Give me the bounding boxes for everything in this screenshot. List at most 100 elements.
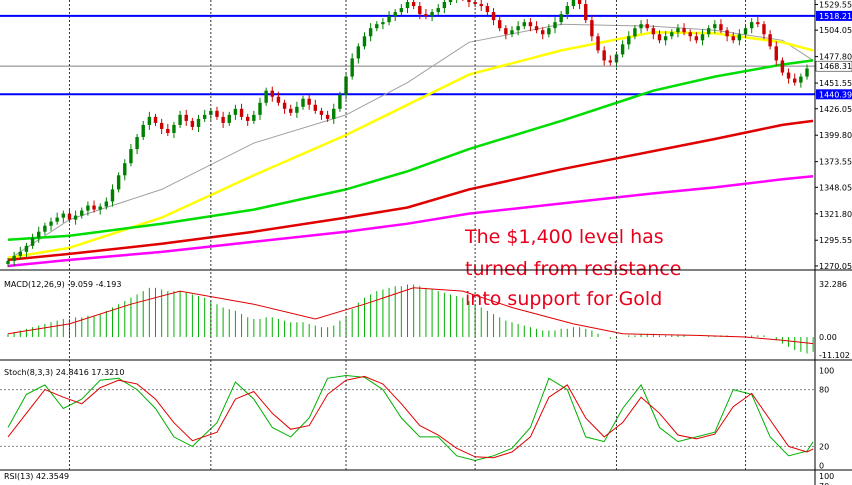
candle-body — [639, 24, 643, 29]
candle-body — [448, 0, 453, 3]
candle-body — [37, 231, 41, 238]
candle-body — [338, 94, 342, 109]
stochastic-signal-line — [7, 375, 814, 459]
candle-body — [80, 210, 84, 216]
level-tag — [816, 89, 852, 100]
candle-body — [756, 22, 760, 25]
candle-body — [356, 46, 361, 59]
candle-body — [510, 30, 514, 35]
candle-body — [30, 237, 35, 246]
price-tick-label: 1399.80 — [819, 131, 852, 140]
candle-body — [553, 22, 557, 29]
candle-body — [12, 255, 16, 261]
annotation-text: The $1,400 level has turned from resista… — [464, 226, 682, 310]
moving-average-line — [7, 23, 814, 261]
candle-body — [430, 12, 434, 17]
moving-average-line — [7, 175, 814, 268]
candle-body — [436, 8, 440, 13]
candle-body — [239, 108, 244, 117]
candle-body — [682, 28, 686, 33]
candle-body — [725, 30, 729, 37]
candle-body — [258, 102, 262, 115]
level-tag — [816, 10, 852, 21]
candle-body — [147, 116, 152, 125]
candle-body — [479, 4, 483, 7]
macd-signal-line — [7, 287, 814, 345]
stochastic-label: Stoch(8,3,3) 24.8416 17.3210 — [4, 368, 124, 377]
candle-body — [620, 44, 625, 55]
candle-body — [6, 260, 10, 264]
price-tick-label: 1270.05 — [819, 262, 852, 271]
rsi-label: RSI(13) 42.3549 — [4, 472, 69, 481]
candle-body — [411, 2, 416, 7]
candle-body — [786, 72, 791, 79]
candle-body — [387, 16, 391, 23]
candle-body — [332, 108, 336, 119]
rsi-tick-label: 70 — [819, 482, 829, 485]
candle-body — [202, 114, 207, 119]
level-tag-label: 1518.21 — [819, 12, 852, 21]
candle-body — [276, 96, 281, 103]
rsi-tick-label: 100 — [819, 472, 834, 481]
candle-body — [245, 116, 250, 121]
price-tick-label: 1529.55 — [819, 0, 852, 9]
candle-body — [123, 163, 127, 176]
candle-body — [98, 206, 102, 210]
candle-body — [49, 221, 53, 226]
annotation-line-1: The $1,400 level has — [464, 226, 664, 248]
candle-body — [774, 46, 778, 61]
candle-body — [381, 22, 385, 25]
candle-body — [215, 110, 219, 117]
price-tick-label: 1426.05 — [819, 105, 852, 114]
candle-body — [362, 36, 367, 47]
candle-body — [768, 34, 772, 47]
candle-body — [547, 28, 551, 35]
candle-body — [516, 26, 520, 31]
candle-body — [221, 116, 225, 123]
candle-body — [375, 24, 379, 29]
candle-body — [178, 114, 182, 125]
stochastic-tick-label: 100 — [819, 367, 834, 376]
candle-body — [645, 24, 649, 29]
candle-body — [418, 6, 422, 15]
stochastic-tick-label: 20 — [819, 442, 829, 451]
candle-body — [584, 4, 588, 21]
candle-body — [657, 34, 662, 41]
candle-body — [596, 36, 600, 51]
candle-body — [627, 36, 631, 45]
macd-tick-label: -11.102 — [819, 351, 850, 360]
candle-body — [295, 106, 299, 113]
price-tick-label: 1348.05 — [819, 183, 852, 192]
candle-body — [141, 124, 145, 138]
candle-body — [166, 128, 170, 133]
candle-body — [86, 205, 90, 211]
candle-body — [368, 28, 373, 37]
stochastic-main-line — [7, 374, 814, 462]
macd-label: MACD(12,26,9) -9.059 -4.193 — [4, 280, 121, 289]
candle-body — [270, 90, 274, 97]
candle-body — [135, 137, 139, 150]
candle-body — [153, 116, 158, 123]
candle-body — [61, 213, 66, 218]
candle-body — [651, 28, 656, 35]
candle-body — [713, 24, 717, 29]
candle-body — [504, 28, 508, 35]
candle-body — [608, 60, 613, 63]
candle-body — [577, 0, 582, 5]
candle-body — [313, 104, 318, 111]
stochastic-tick-label: 80 — [819, 386, 829, 395]
candle-body — [159, 122, 164, 129]
macd-tick-label: 0.00 — [819, 333, 837, 342]
candle-body — [688, 32, 692, 37]
price-tick-label: 1504.05 — [819, 26, 852, 35]
candle-body — [233, 108, 238, 115]
candle-body — [749, 22, 754, 29]
candle-body — [43, 225, 47, 232]
panel-labels: MACD(12,26,9) -9.059 -4.193 Stoch(8,3,3)… — [4, 280, 124, 481]
candle-body — [793, 78, 797, 83]
candle-body — [24, 245, 29, 252]
price-tick-label: 1321.80 — [819, 210, 852, 219]
macd-tick-label: 32.286 — [819, 280, 847, 289]
price-tick-label: 1477.80 — [819, 53, 852, 62]
